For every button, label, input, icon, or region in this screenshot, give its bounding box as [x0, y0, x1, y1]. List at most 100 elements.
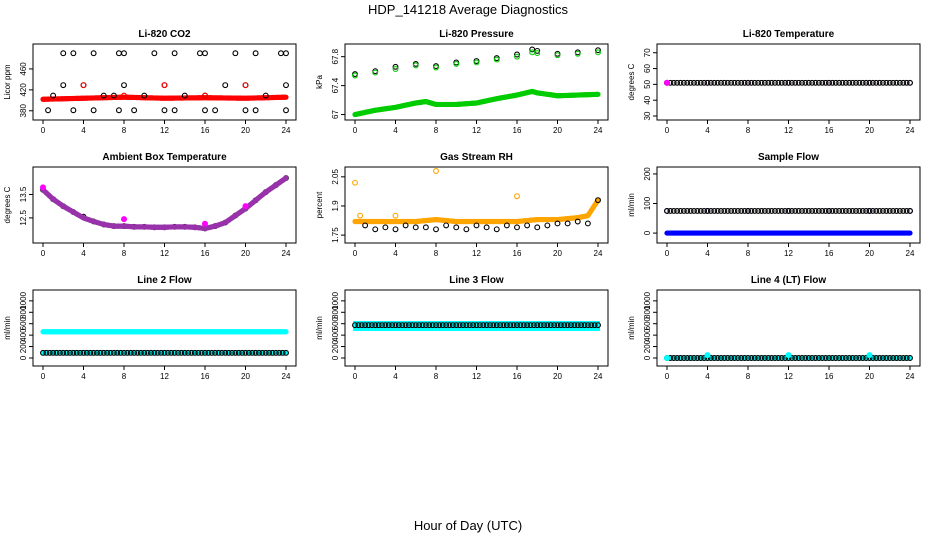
- data-point: [551, 322, 558, 329]
- x-tick-label: 16: [201, 249, 210, 258]
- data-point: [524, 222, 531, 229]
- data-point: [514, 53, 520, 60]
- data-point: [697, 79, 704, 86]
- data-point: [77, 349, 84, 356]
- x-tick-label: 20: [553, 372, 562, 381]
- y-tick-label: 1.9: [331, 200, 340, 212]
- data-point: [202, 349, 208, 356]
- data-point: [127, 349, 134, 356]
- x-tick-label: 0: [41, 126, 46, 135]
- data-point: [718, 79, 724, 86]
- series-line4_cyan_pts: [664, 352, 873, 361]
- data-point: [487, 322, 493, 329]
- data-point: [141, 349, 148, 356]
- y-tick-label: 67: [331, 110, 340, 119]
- data-point: [256, 349, 262, 356]
- data-point: [500, 322, 507, 329]
- panel-4: Gas Stream RH percent 0 4 8 12 16 20 24 1.75 1.9 2.…: [315, 152, 609, 258]
- data-point: [392, 63, 399, 70]
- data-point: [704, 207, 711, 214]
- data-point: [595, 49, 601, 56]
- data-point: [734, 79, 741, 86]
- panel-title: Line 3 Flow: [449, 275, 504, 286]
- y-tick-label: 200: [19, 339, 28, 353]
- panel-0: Li-820 CO2 Licor ppm 0 4 8 12 16 20 24 380 420 460: [3, 29, 297, 135]
- data-point: [372, 226, 379, 233]
- x-tick-label: 0: [353, 372, 358, 381]
- data-point: [568, 322, 574, 329]
- data-point: [900, 207, 907, 214]
- data-point: [534, 50, 541, 57]
- data-point: [283, 94, 289, 100]
- data-point: [900, 355, 907, 361]
- data-point: [687, 355, 694, 361]
- y-axis-label: ml/min: [315, 316, 324, 340]
- data-point: [842, 355, 849, 361]
- data-point: [362, 322, 369, 329]
- data-point: [97, 349, 104, 356]
- data-point: [375, 322, 382, 329]
- data-point: [788, 207, 795, 214]
- data-point: [839, 207, 846, 214]
- data-point: [694, 355, 701, 361]
- x-tick-label: 16: [825, 126, 834, 135]
- series-box_purple: [40, 175, 289, 232]
- data-point: [846, 355, 853, 361]
- data-point: [242, 203, 249, 210]
- data-point: [815, 207, 822, 214]
- x-tick-label: 12: [160, 249, 169, 258]
- data-point: [751, 79, 758, 86]
- data-point: [785, 207, 792, 214]
- x-tick-label: 0: [353, 249, 358, 258]
- data-point: [259, 349, 266, 356]
- x-tick-label: 4: [81, 249, 86, 258]
- data-point: [731, 79, 738, 86]
- x-tick-label: 4: [393, 249, 398, 258]
- data-point: [476, 322, 483, 329]
- data-point: [90, 349, 97, 356]
- data-point: [718, 207, 724, 214]
- data-point: [829, 207, 836, 214]
- x-tick-label: 12: [472, 249, 481, 258]
- data-point: [578, 322, 585, 329]
- x-tick-label: 20: [241, 249, 250, 258]
- data-point: [876, 355, 883, 361]
- data-point: [56, 349, 63, 356]
- data-point: [266, 349, 273, 356]
- data-point: [799, 355, 805, 361]
- data-point: [94, 349, 100, 356]
- data-point: [822, 355, 829, 361]
- data-point: [473, 222, 480, 229]
- data-point: [866, 79, 873, 86]
- panel-title: Line 4 (LT) Flow: [751, 275, 827, 286]
- data-point: [809, 355, 816, 361]
- y-tick-label: 0: [19, 355, 28, 360]
- data-point: [815, 79, 822, 86]
- data-point: [809, 79, 816, 86]
- x-tick-label: 8: [434, 249, 439, 258]
- panel-title: Line 2 Flow: [137, 275, 192, 286]
- data-point: [131, 349, 138, 356]
- data-point: [252, 349, 259, 356]
- data-point: [664, 207, 670, 214]
- data-point: [365, 322, 372, 329]
- data-point: [595, 91, 601, 97]
- y-tick-label: 400: [331, 328, 340, 342]
- data-point: [124, 349, 131, 356]
- x-tick-label: 20: [865, 249, 874, 258]
- y-tick-label: 400: [19, 328, 28, 342]
- data-point: [161, 82, 168, 89]
- x-tick-label: 8: [434, 372, 439, 381]
- data-point: [202, 50, 208, 57]
- data-point: [527, 322, 534, 329]
- data-point: [480, 322, 487, 329]
- data-point: [70, 107, 77, 114]
- data-point: [694, 207, 701, 214]
- data-point: [674, 79, 681, 86]
- y-axis-label: percent: [315, 191, 324, 218]
- data-point: [202, 220, 208, 227]
- data-point: [866, 352, 873, 359]
- data-point: [907, 230, 913, 236]
- data-point: [225, 349, 232, 356]
- data-point: [775, 355, 782, 361]
